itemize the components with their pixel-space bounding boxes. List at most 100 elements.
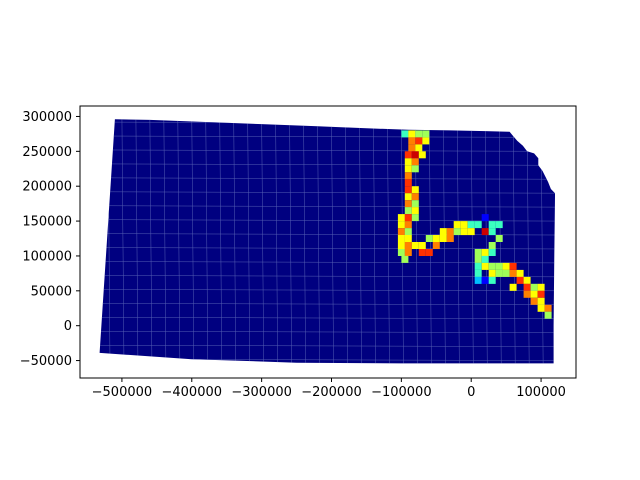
tract-line: [99, 149, 555, 152]
data-cell: [509, 269, 517, 277]
data-cell: [418, 151, 426, 159]
data-cell: [523, 276, 531, 284]
data-cell: [453, 228, 461, 236]
tract-line: [163, 119, 167, 364]
x-tick-label: −400000: [162, 385, 223, 400]
tract-line: [289, 119, 292, 364]
data-cell: [411, 193, 419, 201]
data-cell: [474, 262, 482, 270]
tract-line: [99, 344, 555, 347]
data-cell: [404, 158, 412, 166]
data-cell: [418, 242, 426, 249]
y-tick-label: 300000: [22, 110, 72, 125]
data-cell: [509, 262, 517, 270]
tract-line: [191, 119, 195, 364]
data-cell: [481, 228, 489, 236]
tract-line: [387, 119, 390, 364]
data-cell: [411, 158, 419, 166]
data-cell: [523, 283, 531, 291]
y-tick-label: 150000: [22, 215, 72, 230]
data-cell: [411, 207, 419, 215]
tract-line: [205, 119, 209, 364]
data-cell: [474, 269, 482, 277]
data-cell: [397, 249, 405, 256]
data-cell: [495, 221, 503, 229]
state-fill: [99, 119, 555, 364]
y-tick-label: 50000: [31, 284, 72, 299]
tract-line: [247, 119, 251, 364]
data-cell: [453, 221, 461, 229]
data-cell: [488, 249, 496, 256]
data-cell: [495, 235, 503, 242]
axes-frame: [79, 105, 577, 379]
tract-line: [345, 119, 348, 364]
tract-line: [99, 191, 555, 194]
tract-line: [99, 303, 555, 306]
data-cell: [425, 235, 433, 242]
data-cell: [404, 172, 412, 180]
y-axis: −50000 0 50000 100000 150000 200000 250000 3000…: [20, 110, 80, 369]
data-cell: [404, 235, 412, 242]
data-cell: [397, 214, 405, 222]
tract-line: [135, 119, 139, 364]
y-tick-label: 0: [64, 319, 72, 334]
data-cell: [481, 276, 489, 284]
tract-line: [554, 119, 555, 364]
data-cell: [411, 242, 419, 249]
x-tick-label: 0: [467, 385, 475, 400]
tract-line: [526, 119, 530, 364]
data-cell: [432, 235, 440, 242]
corridor-cells: [397, 130, 552, 319]
data-cell: [460, 221, 468, 229]
data-cell: [422, 137, 430, 145]
data-cell: [404, 165, 412, 173]
data-cell: [474, 249, 482, 256]
tract-line: [261, 119, 264, 364]
tract-line: [456, 119, 460, 364]
data-cell: [422, 130, 430, 138]
data-cell: [474, 221, 482, 229]
data-cell: [446, 228, 454, 236]
data-cell: [404, 221, 412, 229]
tract-boundaries: [99, 119, 555, 364]
data-cell: [401, 255, 409, 263]
data-cell: [404, 214, 412, 222]
data-cell: [404, 193, 412, 201]
tract-line: [219, 119, 223, 364]
tract-line: [99, 247, 555, 250]
data-cell: [415, 144, 423, 152]
data-cell: [488, 269, 496, 277]
data-cell: [502, 269, 510, 277]
data-cell: [481, 249, 489, 256]
y-tick-label: 200000: [22, 180, 72, 195]
tract-line: [317, 119, 320, 364]
data-cell: [411, 165, 419, 173]
data-cell: [495, 262, 503, 270]
x-tick-label: 100000: [516, 385, 566, 400]
data-cell: [537, 297, 545, 305]
data-cell: [495, 269, 503, 277]
map-region: [99, 119, 555, 364]
data-cell: [523, 290, 531, 298]
tract-line: [149, 119, 153, 364]
x-tick-label: −200000: [301, 385, 362, 400]
x-tick-label: −100000: [371, 385, 432, 400]
data-cell: [425, 249, 433, 256]
data-cell: [537, 304, 545, 312]
tract-line: [99, 205, 555, 208]
tract-line: [275, 119, 278, 364]
tract-line: [233, 119, 237, 364]
data-cell: [411, 214, 419, 222]
data-cell: [408, 144, 416, 152]
data-cell: [408, 130, 416, 138]
tract-line: [99, 163, 555, 166]
data-cell: [411, 186, 419, 194]
tract-line: [99, 177, 555, 180]
data-cell: [397, 221, 405, 229]
data-cell: [537, 290, 545, 298]
data-cell: [411, 200, 419, 208]
tract-line: [470, 119, 474, 364]
data-cell: [415, 130, 423, 138]
data-cell: [509, 283, 517, 291]
